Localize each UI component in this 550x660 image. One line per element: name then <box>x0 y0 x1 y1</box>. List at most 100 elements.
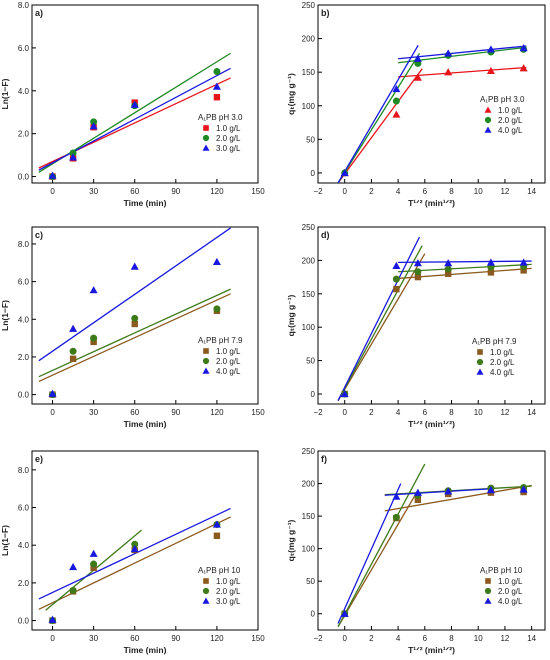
y-tick-label: 200 <box>302 35 316 44</box>
x-axis-label: Time (min) <box>124 645 167 655</box>
data-point <box>69 586 77 594</box>
legend-marker <box>202 144 210 151</box>
data-point <box>444 487 453 495</box>
y-axis-label: Ln(1−F) <box>0 300 10 331</box>
legend-entry: 2.0 g/L <box>498 116 523 125</box>
y-tick-label: 8.0 <box>18 1 30 10</box>
y-tick-label: 0.0 <box>18 391 30 400</box>
fit-line <box>38 227 231 362</box>
x-tick-label: 4 <box>396 187 401 196</box>
y-tick-label: 8.0 <box>18 240 30 249</box>
fit-line <box>337 483 402 624</box>
y-axis-label: Ln(1−F) <box>0 78 10 109</box>
data-point <box>212 520 221 528</box>
fit-line <box>337 245 423 401</box>
x-tick-label: 150 <box>251 634 265 643</box>
data-point <box>213 305 221 313</box>
legend: A₁PB pH 10 1.0 g/L2.0 g/L4.0 g/L <box>480 566 523 606</box>
legend-entry: 2.0 g/L <box>216 134 241 143</box>
data-point <box>486 66 495 75</box>
x-tick-label: 0 <box>342 408 347 417</box>
fit-lines <box>337 463 532 628</box>
data-point <box>131 314 139 322</box>
y-tick-label: 200 <box>302 256 316 265</box>
legend-marker <box>202 367 210 374</box>
legend-entry: 3.0 g/L <box>216 144 241 153</box>
x-tick-label: −2 <box>313 408 323 417</box>
x-tick-label: 90 <box>171 187 180 196</box>
x-tick-label: 12 <box>500 408 509 417</box>
data-point <box>414 273 422 281</box>
data-point <box>69 324 78 332</box>
data-point <box>392 513 400 521</box>
x-axis-label: T¹ᐟ² (min¹ᐟ²) <box>408 198 455 208</box>
data-point <box>130 544 139 553</box>
y-tick-label: 6.0 <box>18 278 30 287</box>
legend-title: A₁PB pH 10 <box>198 566 241 575</box>
fit-line <box>38 293 231 382</box>
panel-a: 0 30 60 90 120 150 0.0 2.0 4.0 6.0 8.0 a) Time (min)… <box>0 1 265 208</box>
x-tick-label: 30 <box>89 408 98 417</box>
data-point <box>69 355 77 363</box>
panel-label: d) <box>321 230 330 240</box>
fit-line <box>337 463 426 628</box>
y-tick-label: 50 <box>306 577 315 586</box>
x-tick-label: 8 <box>449 187 454 196</box>
fit-line <box>398 45 527 60</box>
y-tick-label: 100 <box>302 323 316 332</box>
x-tick-label: 120 <box>210 634 224 643</box>
data-point <box>393 285 400 293</box>
panel-label: e) <box>35 454 43 464</box>
fit-line <box>38 288 231 378</box>
x-tick-label: 14 <box>527 408 536 417</box>
fit-line <box>337 53 421 183</box>
panel-c: 0 30 60 90 120 150 0.0 2.0 4.0 6.0 8.0 c) Time (min)… <box>0 226 265 429</box>
legend-title: A₁PB pH 3.0 <box>480 95 525 104</box>
data-point <box>392 261 401 269</box>
fit-line <box>398 66 527 78</box>
data-point <box>130 262 139 270</box>
x-tick-label: 120 <box>210 187 224 196</box>
x-tick-label: 90 <box>171 408 180 417</box>
y-tick-label: 6.0 <box>18 504 30 513</box>
plot-frame <box>317 226 546 405</box>
data-point <box>486 45 495 53</box>
x-axis-label: T¹ᐟ² (min¹ᐟ²) <box>408 419 455 429</box>
y-tick-label: 2.0 <box>18 353 30 362</box>
y-axis-label: qₜ(mg g⁻¹) <box>286 294 296 336</box>
y-tick-label: 150 <box>302 68 316 77</box>
legend-marker <box>477 349 483 355</box>
legend-marker <box>202 587 210 595</box>
y-tick-label: 250 <box>302 447 316 456</box>
data-point <box>392 492 401 500</box>
x-tick-label: 6 <box>423 634 428 643</box>
x-tick-label: 6 <box>423 408 428 417</box>
plot-frame <box>317 4 546 184</box>
data-point <box>212 82 221 90</box>
x-tick-label: 10 <box>474 408 483 417</box>
x-tick-label: 30 <box>89 187 98 196</box>
legend-entry: 4.0 g/L <box>216 367 241 376</box>
legend-marker <box>484 126 492 133</box>
x-tick-label: 60 <box>130 634 139 643</box>
data-point <box>69 153 78 161</box>
data-point <box>48 389 57 397</box>
data-point <box>90 334 98 342</box>
y-tick-label: 50 <box>306 357 315 366</box>
x-tick-label: 4 <box>396 408 401 417</box>
data-point <box>69 347 77 355</box>
x-tick-label: 10 <box>474 187 483 196</box>
x-tick-label: 12 <box>500 187 509 196</box>
legend-entry: 2.0 g/L <box>490 358 515 367</box>
legend-marker <box>202 597 210 604</box>
x-tick-label: 60 <box>130 187 139 196</box>
legend-entry: 1.0 g/L <box>216 577 241 586</box>
data-point <box>130 100 139 108</box>
data-point <box>519 485 528 493</box>
x-axis-label: Time (min) <box>124 419 167 429</box>
legend-entry: 1.0 g/L <box>498 106 523 115</box>
x-tick-label: 60 <box>130 408 139 417</box>
legend-marker <box>484 106 492 113</box>
legend-entry: 1.0 g/L <box>498 577 523 586</box>
